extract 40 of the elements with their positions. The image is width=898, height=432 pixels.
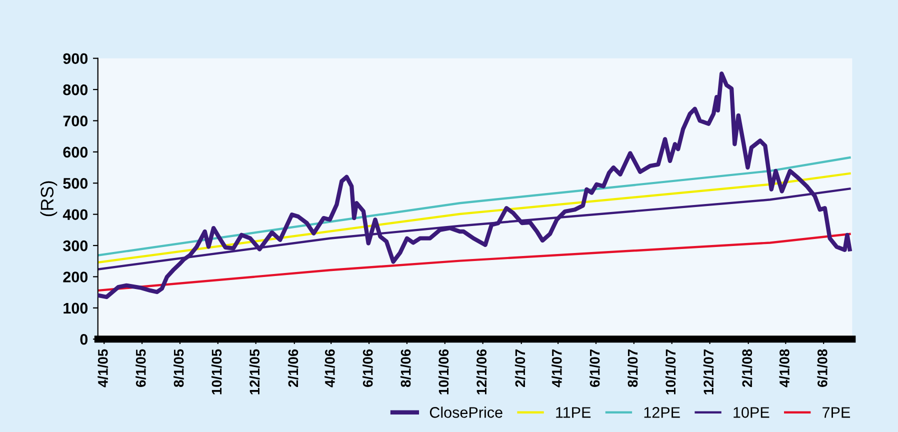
- legend-label: ClosePrice: [430, 406, 502, 418]
- x-tick-label: 2/1/07: [514, 349, 526, 387]
- y-tick-label: 600: [63, 146, 88, 158]
- x-tick-label: 6/1/08: [817, 349, 828, 387]
- y-tick-label: 300: [63, 240, 88, 252]
- x-tick-label: 2/1/06: [288, 349, 298, 387]
- x-tick-label: 8/1/05: [173, 349, 184, 388]
- y-tick-label: 800: [63, 84, 88, 96]
- x-tick-label: 2/1/08: [742, 349, 752, 387]
- x-tick-label: 6/1/05: [136, 349, 146, 387]
- x-tick-label: 4/1/06: [324, 349, 335, 388]
- x-tick-label: 8/1/06: [400, 349, 411, 388]
- legend-label: 7PE: [822, 407, 850, 418]
- x-tick-label: 10/1/05: [211, 349, 222, 394]
- x-tick-label: 10/1/06: [438, 349, 449, 394]
- x-tick-label: 4/1/08: [779, 349, 790, 388]
- y-tick-label: 100: [64, 302, 88, 314]
- x-tick-label: 12/1/06: [476, 349, 487, 394]
- x-tick-label: 6/1/07: [590, 349, 600, 387]
- x-tick-label: 12/1/07: [703, 349, 714, 394]
- line-series: [98, 172, 851, 264]
- line-series: [98, 232, 851, 292]
- y-tick-label: 700: [63, 116, 88, 126]
- line-series: [98, 72, 852, 300]
- x-tick-label: 12/1/05: [249, 349, 260, 394]
- x-tick-label: 6/1/06: [362, 349, 373, 387]
- y-axis-title: (RS): [40, 181, 58, 216]
- y-tick-label: 200: [63, 272, 88, 282]
- y-tick-label: 500: [63, 178, 88, 189]
- legend-label: 12PE: [644, 407, 680, 418]
- y-tick-label: 400: [62, 209, 88, 220]
- y-tick-label: 900: [63, 53, 88, 64]
- line-series: [98, 156, 851, 256]
- x-tick-label: 8/1/07: [627, 349, 638, 388]
- x-tick-label: 4/1/07: [552, 349, 562, 388]
- x-tick-label: 4/1/05: [98, 349, 108, 388]
- x-tick-label: 10/1/07: [665, 349, 676, 394]
- y-tick-label: 0: [80, 334, 88, 345]
- legend-label: 10PE: [734, 407, 770, 418]
- legend-label: 11PE: [556, 407, 591, 418]
